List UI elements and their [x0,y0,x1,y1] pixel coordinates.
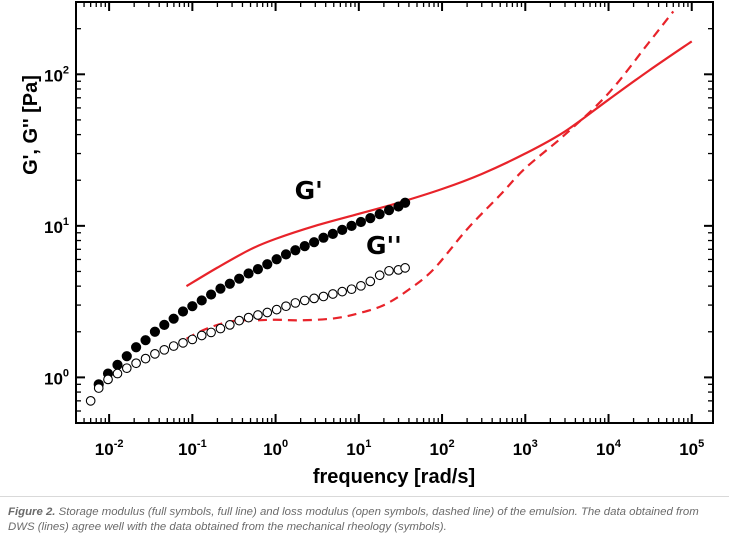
g-prime-data-point [309,237,320,248]
g-double-prime-data-point [85,396,96,406]
g-double-prime-data-point [337,286,348,297]
g-double-prime-data-point [196,330,207,341]
g-prime-data-point [168,313,179,324]
g-double-prime-data-point [271,304,282,315]
g-double-prime-data-point [234,315,245,326]
g-double-prime-data-point [374,270,385,281]
g-double-prime-data-point [168,341,179,351]
g-double-prime-dws-dashed-line [185,10,675,340]
g-double-prime-data-point [215,323,226,334]
g-prime-data-point [112,359,123,370]
g-prime-data-point [327,228,338,239]
g-prime-data-point [224,278,235,289]
g-double-prime-data-point [159,344,170,355]
g-double-prime-data-point [365,276,376,287]
g-prime-data-point [187,301,198,312]
g-prime-data-point [299,241,310,252]
g-prime-data-point [290,245,301,256]
g-prime-data-point [337,224,348,236]
g-prime-data-point [318,232,329,243]
g-prime-dws-solid-line [185,40,693,288]
y-axis-title: G', G'' [Pa] [20,75,42,175]
g-double-prime-data-point [290,298,301,308]
g-double-prime-data-point [131,358,141,369]
x-tick-label: 101 [346,438,371,459]
y-tick-label: 100 [44,367,69,388]
g-prime-data-point [262,259,273,270]
g-double-prime-data-point [112,368,123,379]
g-double-prime-data-point [243,312,254,323]
x-tick-label: 100 [263,438,288,459]
g-double-prime-data-point [318,291,329,302]
g-double-prime-data-point [281,301,291,312]
figure-caption: Figure 2. Storage modulus (full symbols,… [8,505,720,535]
g-double-prime-data-point [346,284,357,295]
g-double-prime-data-point [384,265,394,276]
x-tick-label: 10-1 [178,438,207,459]
g-double-prime-data-point [262,307,273,318]
g-double-prime-data-point [253,310,263,320]
g-prime-data-point [196,295,207,306]
g-prime-data-point [355,216,367,228]
g-double-prime-data-point [140,353,151,364]
g-prime-data-point [215,283,226,294]
y-tick-label: 101 [44,216,69,237]
g-prime-data-point [271,254,282,265]
g-prime-data-point [177,306,189,317]
g-prime-data-point [149,326,161,337]
g-double-prime-data-point [299,295,310,306]
g-prime-data-point [252,264,264,275]
g-prime-data-point [205,289,217,300]
caption-divider [0,496,729,497]
g-double-prime-data-point [224,320,235,330]
g-prime-data-point [159,319,170,330]
g-prime-data-point [374,209,385,220]
g-prime-data-point [346,220,357,231]
g-double-prime-data-point [178,338,188,348]
g-prime-annotation: G' [295,176,323,205]
caption-text: Storage modulus (full symbols, full line… [8,506,699,533]
g-prime-data-point [365,212,376,224]
x-axis-title: frequency [rad/s] [313,466,475,488]
x-tick-label: 105 [679,438,704,459]
g-double-prime-data-point [327,289,338,299]
x-tick-label: 10-2 [95,438,124,459]
x-tick-label: 102 [430,438,455,459]
y-tick-label: 102 [44,64,69,85]
g-double-prime-data-point [103,374,113,385]
x-tick-label: 103 [513,438,538,459]
g-prime-data-point [140,335,151,346]
g-double-prime-annotation: G'' [366,231,402,260]
g-prime-data-point [234,273,245,284]
g-prime-data-point [131,342,142,353]
g-double-prime-data-point [400,263,410,273]
g-double-prime-data-point [150,348,160,359]
g-double-prime-data-point [206,327,216,338]
g-prime-data-point [400,197,411,208]
g-prime-data-point [280,249,292,260]
x-tick-label: 104 [596,438,622,459]
g-double-prime-data-point [356,280,366,291]
g-double-prime-data-point [309,293,319,304]
g-prime-data-point [121,351,132,362]
figure-label: Figure 2. [8,506,56,518]
g-double-prime-data-point [121,363,132,374]
g-prime-data-point [243,268,254,279]
g-double-prime-data-point [93,383,104,393]
plot-frame [75,1,714,424]
g-prime-data-point [383,205,395,216]
g-double-prime-data-point [187,334,198,345]
rheology-chart: 10-2 10-1 100 101 102 103 104 105 100 101 102 freq… [20,1,714,488]
